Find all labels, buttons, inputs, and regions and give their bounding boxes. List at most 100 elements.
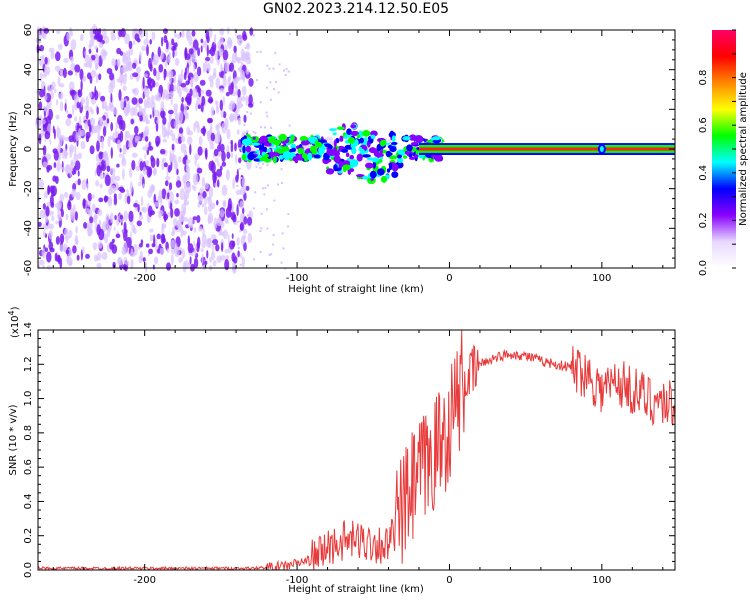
spectrogram-cell — [98, 73, 102, 81]
spectrogram-cell — [51, 185, 57, 197]
spectrogram-cell — [55, 176, 59, 184]
spectrogram-cell — [88, 91, 93, 99]
spectrogram-cell — [84, 50, 87, 56]
spectrogram-cell — [65, 249, 70, 255]
spectrogram-cell — [98, 228, 105, 241]
spectrogram-cell — [122, 85, 127, 91]
spectrogram-cell — [253, 258, 255, 261]
spectrogram-cell — [54, 202, 61, 208]
spectrogram-cell — [180, 143, 187, 154]
snr-x-tick-label: -200 — [133, 575, 156, 586]
spectrogram-cell — [98, 91, 101, 99]
spectrogram-cell — [277, 91, 280, 94]
snr-y-multiplier-close: ) — [10, 306, 21, 310]
spectrogram-cell — [299, 135, 308, 142]
spectrogram-cell — [197, 201, 201, 208]
spectrogram-cell — [333, 164, 338, 172]
spectrogram-cell — [287, 225, 290, 228]
spectrogram-cell — [127, 100, 131, 113]
spectrogram-cell — [108, 186, 113, 196]
spectrogram-cell — [272, 234, 275, 237]
spectrogram-cell — [76, 101, 80, 109]
spectrogram-cell — [236, 129, 240, 136]
spectrogram-cell — [179, 111, 184, 123]
spectrogram-cell — [261, 151, 266, 156]
spectrogram-cell — [124, 33, 130, 45]
spectrogram-cell — [233, 111, 238, 122]
spectrogram-cell — [227, 80, 231, 86]
spectrogram-cell — [114, 215, 117, 220]
spectrogram-cell — [213, 148, 219, 157]
spectrogram-cell — [213, 67, 217, 77]
spectrogram-cell — [252, 207, 255, 210]
spectrogram-cell — [146, 101, 152, 109]
spectrogram-cell — [42, 145, 47, 156]
spectrogram-cell — [260, 212, 263, 215]
spectrogram-cell — [142, 166, 147, 176]
spectrogram-cell — [70, 39, 77, 51]
spectrogram-cell — [94, 85, 97, 97]
spectrogram-cell — [57, 213, 62, 222]
spectrogram-cell — [181, 248, 186, 259]
spectrogram-cell — [408, 153, 413, 159]
spectrogram-cell — [176, 82, 180, 94]
spectrogram-cell — [230, 142, 234, 153]
spectrogram-cell — [191, 30, 196, 37]
spectrogram-cell — [70, 159, 74, 165]
spectrogram-cell — [205, 56, 211, 62]
spectrogram-cell — [238, 157, 242, 164]
spectrogram-cell — [391, 163, 399, 172]
spectrogram-cell — [208, 75, 214, 82]
spectrogram-cell — [249, 27, 254, 36]
spectrogram-cell — [56, 161, 61, 172]
spectrogram-cell — [243, 216, 248, 225]
spectrogram-cell — [262, 187, 264, 190]
spectrogram-cell — [266, 148, 272, 153]
spectrogram-cell — [283, 69, 285, 72]
spectrogram-cell — [239, 230, 242, 233]
spectrogram-cell — [217, 131, 221, 143]
spectrogram-cell — [43, 85, 46, 97]
spectrogram-cell — [59, 193, 64, 202]
spectrogram-y-tick-label: -40 — [23, 220, 34, 236]
spectrogram-cell — [255, 165, 258, 168]
spectrogram-cell — [99, 183, 103, 189]
spectrogram-cell — [149, 210, 155, 216]
spectrogram-cell — [280, 168, 283, 171]
spectrogram-cell — [365, 162, 374, 169]
spectrogram-cell — [86, 183, 89, 191]
spectrogram-cell — [103, 195, 109, 202]
spectrogram-cell — [168, 199, 171, 209]
spectrogram-cell — [244, 47, 247, 49]
spectrogram-cell — [190, 76, 194, 88]
spectrogram-cell — [233, 45, 237, 53]
spectrogram-cell — [37, 221, 42, 227]
spectrogram-cell — [193, 64, 196, 72]
spectrogram-cell — [145, 160, 150, 165]
spectrogram-cell — [222, 96, 225, 106]
spectrogram-cell — [244, 52, 250, 60]
spectrogram-cell — [110, 92, 113, 103]
spectrogram-cell — [134, 33, 140, 41]
spectrogram-cell — [55, 236, 61, 245]
spectrogram-cell — [242, 207, 245, 215]
spectrogram-cell — [130, 248, 134, 254]
spectrogram-cell — [183, 180, 187, 191]
spectrogram-cell — [238, 38, 241, 41]
spectrogram-cell — [377, 153, 384, 157]
spectrogram-cell — [434, 153, 443, 162]
spectrogram-cell — [221, 184, 228, 197]
spectrogram-cell — [214, 33, 217, 45]
spectrogram-cell — [75, 226, 78, 234]
spectrogram-cell — [210, 106, 215, 117]
spectrogram-cell — [196, 215, 201, 223]
spectrogram-cell — [216, 179, 220, 188]
spectrogram-cell — [74, 145, 77, 157]
spectrogram-cell — [51, 215, 55, 222]
spectrogram-cell — [166, 56, 171, 63]
spectrogram-plot: -200 -100 0 100 60 40 20 0 -20 -40 -60 Height of … — [8, 24, 676, 295]
spectrogram-cell — [132, 62, 137, 69]
spectrogram-cell — [110, 79, 116, 90]
spectrogram-cell — [599, 146, 604, 152]
spectrogram-cell — [49, 139, 52, 145]
